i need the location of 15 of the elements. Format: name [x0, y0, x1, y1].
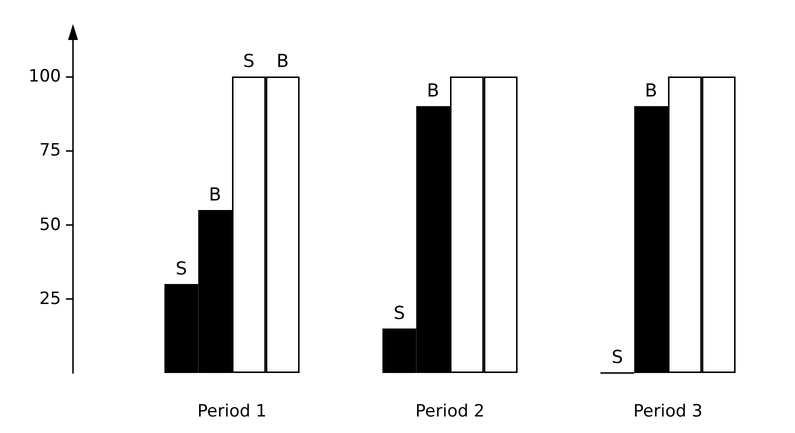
y-tick-label: 100 — [28, 66, 61, 87]
x-tick-label: Period 2 — [415, 402, 485, 422]
x-tick-label: Period 3 — [633, 402, 703, 422]
data-label: S — [176, 258, 188, 280]
data-label: S — [243, 51, 255, 72]
data-label: S — [612, 346, 624, 368]
data-label: B — [426, 80, 440, 102]
data-label: S — [394, 303, 406, 324]
x-tick-label: Period 1 — [197, 402, 267, 422]
y-tick-label: 75 — [39, 140, 61, 161]
y-tick-label: 50 — [39, 214, 61, 235]
y-tick-label: 25 — [39, 288, 61, 309]
data-label: B — [644, 80, 658, 102]
data-label: B — [276, 51, 289, 72]
data-label: B — [208, 184, 222, 206]
